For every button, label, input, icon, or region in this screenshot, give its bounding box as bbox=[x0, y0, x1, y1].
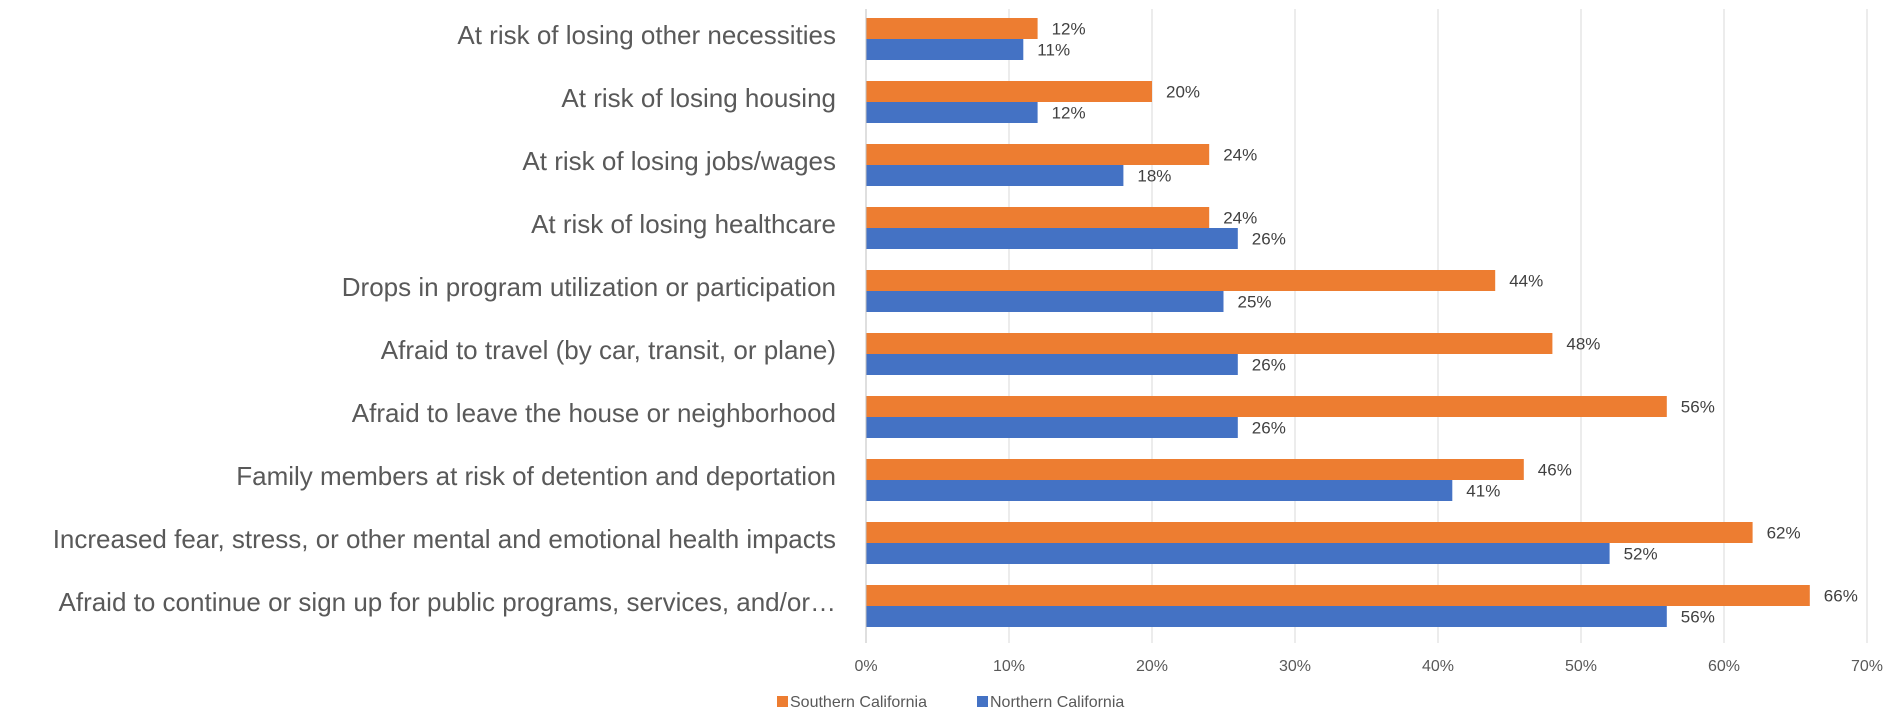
labels: At risk of losing other necessities 12% 11… bbox=[53, 20, 1858, 627]
legend: Southern California Northern California bbox=[777, 694, 1124, 711]
x-tick-label: 10% bbox=[993, 658, 1025, 675]
data-label: 25% bbox=[1238, 293, 1272, 312]
legend-label: Northern California bbox=[990, 694, 1124, 711]
category-label: Afraid to travel (by car, transit, or pl… bbox=[381, 335, 836, 365]
bar-northern bbox=[866, 480, 1453, 501]
data-label: 56% bbox=[1681, 398, 1715, 417]
data-label: 52% bbox=[1624, 545, 1658, 564]
bar-southern bbox=[866, 207, 1210, 228]
data-label: 26% bbox=[1252, 419, 1286, 438]
data-label: 11% bbox=[1037, 41, 1070, 60]
bar-southern bbox=[866, 396, 1667, 417]
legend-swatch bbox=[777, 696, 788, 707]
x-tick-label: 0% bbox=[854, 658, 877, 675]
bar-northern bbox=[866, 291, 1224, 312]
category-label: At risk of losing jobs/wages bbox=[522, 146, 836, 176]
bar-southern bbox=[866, 333, 1553, 354]
x-tick-label: 30% bbox=[1279, 658, 1311, 675]
category-label: Increased fear, stress, or other mental … bbox=[53, 524, 836, 554]
data-label: 24% bbox=[1223, 209, 1257, 228]
bar-southern bbox=[866, 270, 1496, 291]
data-label: 66% bbox=[1824, 587, 1858, 606]
data-label: 41% bbox=[1466, 482, 1500, 501]
category-label: Afraid to leave the house or neighborhoo… bbox=[352, 398, 836, 428]
bar-northern bbox=[866, 102, 1038, 123]
bar-southern bbox=[866, 522, 1753, 543]
category-label: At risk of losing healthcare bbox=[531, 209, 836, 239]
legend-label: Southern California bbox=[790, 694, 927, 711]
data-label: 18% bbox=[1137, 167, 1171, 186]
axes: 0% 10% 20% 30% 40% 50% 60% 70% bbox=[854, 9, 1883, 675]
data-label: 26% bbox=[1252, 230, 1286, 249]
data-label: 48% bbox=[1566, 335, 1600, 354]
legend-swatch bbox=[977, 696, 988, 707]
category-label: At risk of losing other necessities bbox=[457, 20, 836, 50]
data-label: 62% bbox=[1767, 524, 1801, 543]
bar-northern bbox=[866, 39, 1024, 60]
x-tick-label: 50% bbox=[1565, 658, 1597, 675]
data-label: 46% bbox=[1538, 461, 1572, 480]
x-tick-label: 40% bbox=[1422, 658, 1454, 675]
bars bbox=[866, 18, 1810, 627]
category-label: Drops in program utilization or particip… bbox=[342, 272, 836, 302]
data-label: 56% bbox=[1681, 608, 1715, 627]
bar-southern bbox=[866, 144, 1210, 165]
category-label: Family members at risk of detention and … bbox=[236, 461, 836, 491]
x-tick-label: 70% bbox=[1851, 658, 1883, 675]
bar-northern bbox=[866, 165, 1124, 186]
x-tick-label: 60% bbox=[1708, 658, 1740, 675]
category-label: At risk of losing housing bbox=[561, 83, 836, 113]
bar-northern bbox=[866, 228, 1238, 249]
data-label: 44% bbox=[1509, 272, 1543, 291]
x-tick-label: 20% bbox=[1136, 658, 1168, 675]
bar-southern bbox=[866, 18, 1038, 39]
category-label: Afraid to continue or sign up for public… bbox=[59, 587, 837, 617]
bar-southern bbox=[866, 81, 1152, 102]
bar-northern bbox=[866, 543, 1610, 564]
bar-northern bbox=[866, 417, 1238, 438]
grid-lines bbox=[1008, 9, 1868, 643]
data-label: 12% bbox=[1052, 20, 1086, 39]
data-label: 20% bbox=[1166, 83, 1200, 102]
bar-southern bbox=[866, 585, 1810, 606]
bar-northern bbox=[866, 606, 1667, 627]
data-label: 24% bbox=[1223, 146, 1257, 165]
bar-northern bbox=[866, 354, 1238, 375]
data-label: 12% bbox=[1052, 104, 1086, 123]
data-label: 26% bbox=[1252, 356, 1286, 375]
bar-southern bbox=[866, 459, 1524, 480]
